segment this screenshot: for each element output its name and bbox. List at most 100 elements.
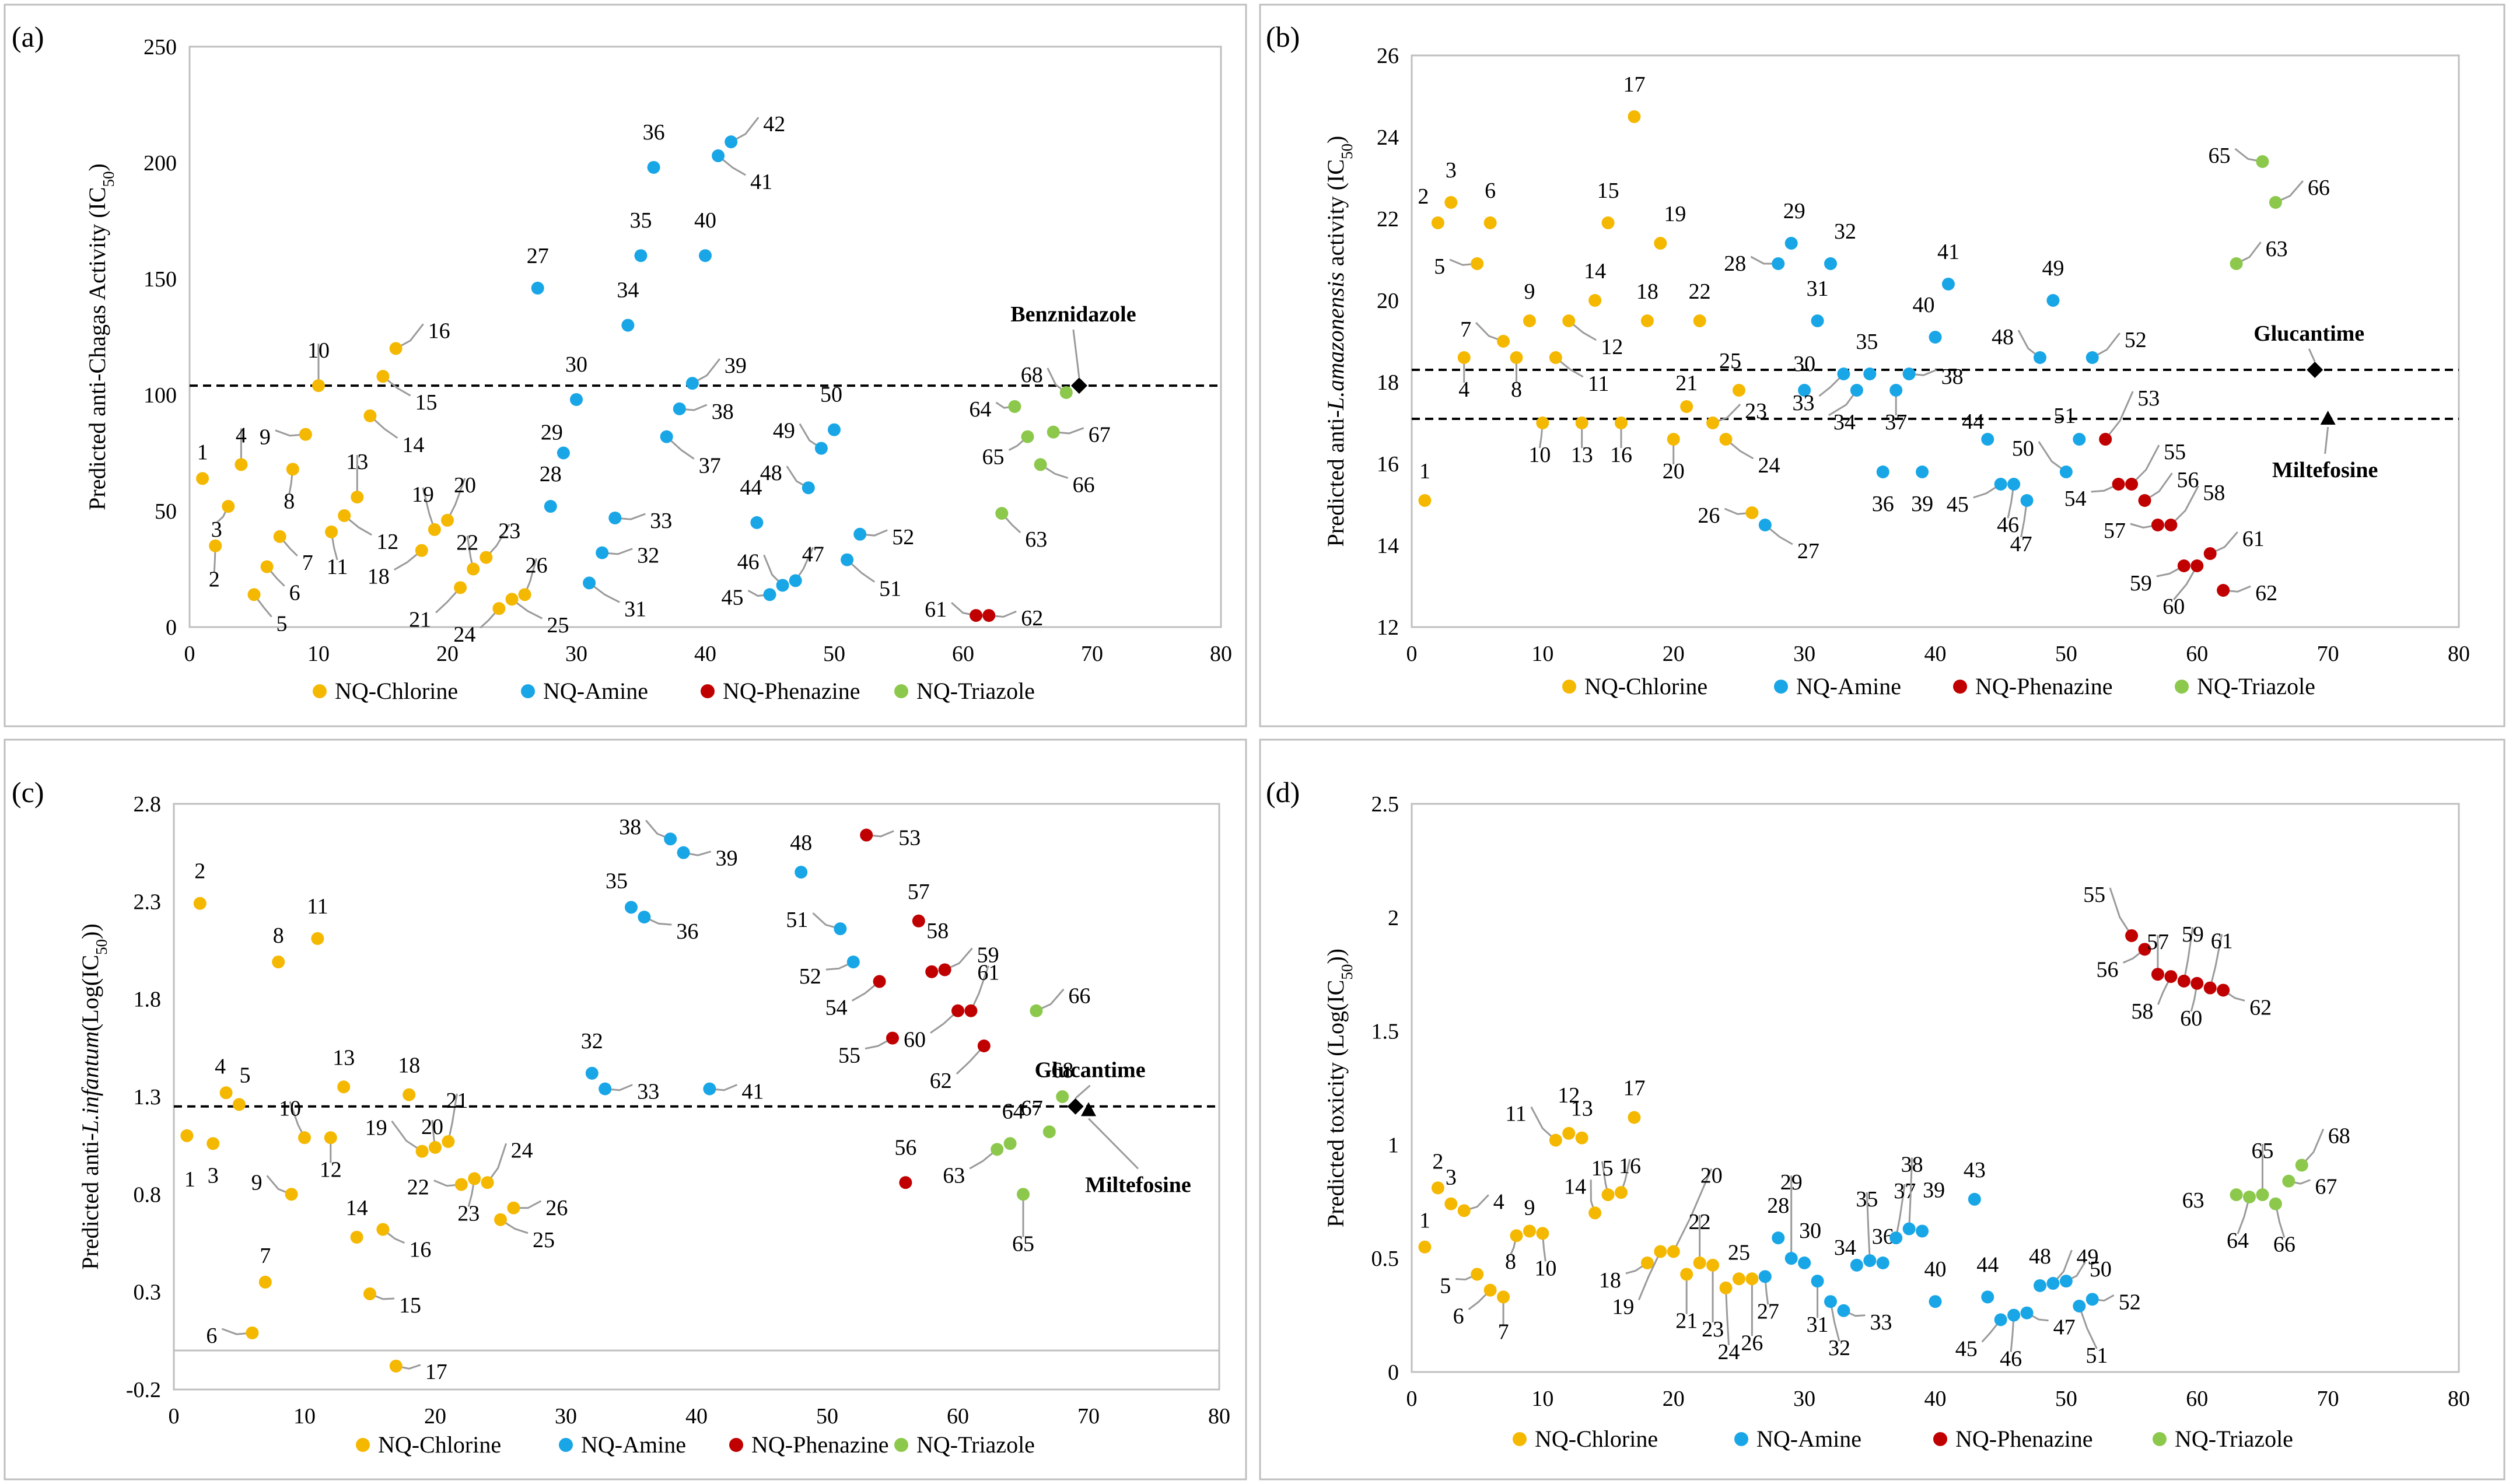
data-point [673, 402, 686, 415]
data-point [1837, 1304, 1850, 1317]
point-label: 41 [741, 1080, 764, 1104]
x-tick-label: 0 [169, 1404, 180, 1429]
point-label: 13 [346, 450, 368, 474]
y-axis-title-part: )) [1322, 949, 1349, 964]
point-label: 25 [547, 613, 569, 638]
x-tick-label: 30 [1793, 642, 1815, 666]
data-point [2046, 294, 2060, 307]
y-axis-title-part: Predicted anti- [1322, 410, 1349, 547]
point-label: 2 [209, 568, 220, 592]
legend-marker [729, 1438, 743, 1452]
y-tick-label: 1.3 [134, 1085, 162, 1110]
point-label: 17 [1623, 1076, 1645, 1101]
data-point [776, 579, 789, 592]
y-axis-title-part: Predicted anti-Chagas Activity (IC [84, 187, 110, 510]
panel-2: (c) 0 10 20 30 40 50 60 70 80 -0.2 0.3 0.8 1.3 1.8 2.3 2… [4, 738, 1247, 1480]
point-label: 51 [2085, 1343, 2108, 1368]
data-point [1667, 1245, 1680, 1258]
x-tick-label: 70 [2317, 642, 2339, 666]
point-label: 25 [1719, 349, 1741, 373]
y-tick-label: 22 [1377, 207, 1399, 232]
data-point [337, 1080, 351, 1094]
legend-marker [2153, 1432, 2167, 1446]
data-point [1444, 1197, 1458, 1210]
data-point [2059, 1275, 2073, 1288]
point-label: 1 [184, 1167, 195, 1192]
reference-leader [1075, 1084, 1091, 1099]
data-point [2217, 984, 2230, 997]
x-tick-label: 30 [555, 1404, 577, 1429]
point-label: 66 [2308, 176, 2330, 200]
y-axis-title: Predicted anti-Chagas Activity (IC50) [84, 163, 117, 510]
data-point [1745, 1272, 1759, 1286]
data-point [1588, 294, 1602, 307]
data-point [763, 588, 776, 601]
point-label: 58 [926, 919, 949, 943]
y-tick-label: 2.5 [1371, 792, 1399, 817]
x-tick-label: 60 [947, 1404, 969, 1429]
point-label: 53 [898, 826, 921, 850]
data-point [2295, 1158, 2308, 1172]
data-point [1523, 314, 1536, 327]
x-tick-label: 20 [436, 642, 459, 666]
point-label: 39 [1923, 1178, 1945, 1202]
data-point [376, 1223, 390, 1236]
x-tick-label: 50 [2055, 1387, 2077, 1411]
point-label: 64 [2227, 1228, 2249, 1253]
point-label: 6 [1453, 1304, 1464, 1329]
plot-area [1411, 803, 2460, 1373]
legend-marker [1953, 680, 1967, 694]
leader-line [2173, 565, 2198, 600]
point-label: 10 [279, 1096, 301, 1121]
data-point [873, 975, 886, 988]
point-label: 49 [2042, 256, 2064, 281]
data-point [2138, 494, 2151, 507]
y-axis-title: Predicted anti-L.amazonensis activity (I… [1322, 136, 1356, 547]
data-point [1418, 1240, 1432, 1254]
data-point [1902, 1222, 1916, 1236]
point-label: 48 [790, 831, 812, 855]
y-tick-label: 1 [1388, 1133, 1399, 1157]
point-label: 2 [1418, 184, 1429, 209]
y-tick-label: 200 [144, 151, 177, 176]
data-point [441, 513, 454, 527]
data-point [1680, 400, 1693, 413]
data-point [1418, 494, 1432, 507]
point-label: 68 [1051, 1058, 1073, 1083]
data-point [363, 409, 377, 422]
point-label: 14 [1584, 259, 1606, 284]
leader-line [1637, 1251, 1661, 1301]
point-label: 6 [206, 1324, 217, 1348]
data-point [1889, 384, 1903, 397]
point-label: 27 [527, 244, 549, 268]
data-point [725, 135, 738, 149]
y-axis-title-part: Predicted anti- [77, 1133, 103, 1269]
data-point [608, 511, 622, 524]
point-label: 23 [498, 519, 520, 544]
point-label: 32 [1828, 1336, 1850, 1360]
point-label: 8 [1511, 377, 1522, 402]
y-tick-label: -0.2 [126, 1378, 161, 1402]
point-label: 3 [211, 517, 222, 542]
point-label: 67 [1021, 1096, 1043, 1121]
point-label: 36 [676, 919, 698, 944]
point-label: 59 [2182, 922, 2204, 947]
y-axis-title-part: ) [1322, 136, 1349, 144]
y-tick-label: 1.8 [134, 988, 162, 1012]
data-point [518, 588, 531, 601]
legend-marker [2175, 680, 2189, 694]
data-point [596, 546, 609, 559]
data-point [258, 1275, 272, 1289]
legend-entry: NQ-Phenazine [1955, 1426, 2092, 1452]
y-tick-label: 1.5 [1371, 1020, 1399, 1044]
data-point [1758, 519, 1772, 531]
data-point [272, 956, 285, 969]
point-label: 59 [2130, 571, 2152, 596]
y-tick-label: 0 [1388, 1360, 1399, 1385]
panel-label: (b) [1266, 20, 1300, 53]
data-point [442, 1135, 455, 1148]
data-point [2203, 981, 2217, 995]
data-point [1732, 384, 1745, 397]
point-label: 49 [2076, 1245, 2098, 1269]
data-point [492, 602, 506, 615]
